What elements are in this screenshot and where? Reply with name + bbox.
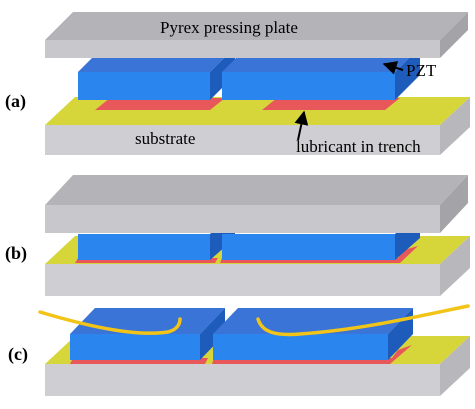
panel-a: Pyrex pressing plate PZT substrate lubri… [5,12,470,156]
pzt-top [70,308,225,334]
panel-c: (c) [8,306,470,396]
panel-label: (b) [5,243,27,264]
pzt-front [78,72,210,100]
diagram: Pyrex pressing plate PZT substrate lubri… [0,0,475,409]
plate-top [45,175,468,205]
plate-label: Pyrex pressing plate [160,18,298,37]
pzt-front [78,234,210,260]
plate-front [45,40,440,58]
substrate-front [45,264,440,296]
panel-label: (c) [8,344,28,365]
substrate-front [45,364,440,396]
lubricant-label: lubricant in trench [296,137,421,156]
panel-b: (b) [5,175,470,296]
pzt-front [70,334,200,360]
pzt-front [213,334,388,360]
pzt-label: PZT [406,61,437,80]
pzt-top [213,308,413,334]
pzt-front [222,234,395,260]
plate-front [45,205,440,233]
substrate-label: substrate [135,129,195,148]
panel-label: (a) [5,91,26,112]
pzt-front [222,72,395,100]
